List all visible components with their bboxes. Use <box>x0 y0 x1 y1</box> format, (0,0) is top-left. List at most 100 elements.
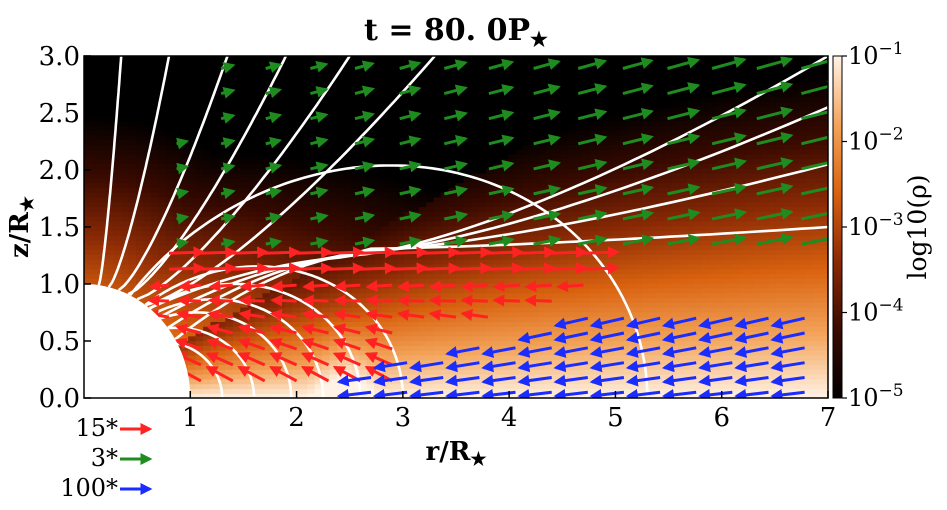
density-cell <box>478 201 487 208</box>
density-cell <box>336 62 345 69</box>
density-cell <box>150 182 159 188</box>
density-cell <box>448 72 457 78</box>
density-cell <box>351 105 360 112</box>
density-cell <box>418 72 427 78</box>
density-cell <box>165 316 174 322</box>
density-cell <box>113 120 122 126</box>
density-cell <box>597 297 606 303</box>
density-cell <box>84 235 93 241</box>
density-cell <box>143 105 152 112</box>
density-cell <box>463 177 472 184</box>
density-cell <box>128 56 137 59</box>
density-cell <box>381 383 390 390</box>
density-cell <box>98 110 107 117</box>
density-cell <box>217 335 226 342</box>
density-cell <box>359 196 368 203</box>
density-cell <box>121 58 130 64</box>
density-cell <box>91 115 100 121</box>
density-cell <box>255 101 264 107</box>
density-cell <box>165 268 174 275</box>
density-cell <box>493 335 502 342</box>
density-cell <box>567 354 576 361</box>
density-cell <box>98 91 107 97</box>
density-cell <box>478 287 487 294</box>
density-cell <box>98 125 107 131</box>
density-cell <box>232 374 241 380</box>
density-cell <box>307 196 316 203</box>
density-cell <box>396 287 405 294</box>
density-cell <box>589 58 598 64</box>
density-cell <box>143 149 152 155</box>
density-cell <box>537 364 546 370</box>
density-cell <box>530 120 539 126</box>
density-cell <box>292 72 301 78</box>
density-cell <box>262 388 271 394</box>
density-cell <box>121 56 130 59</box>
density-cell <box>567 340 576 346</box>
density-cell <box>374 172 383 179</box>
density-cell <box>500 268 509 275</box>
density-cell <box>545 182 554 188</box>
density-cell <box>336 182 345 188</box>
density-cell <box>329 388 338 394</box>
density-cell <box>441 340 450 346</box>
density-cell <box>418 311 427 318</box>
density-cell <box>121 144 130 150</box>
density-cell <box>307 149 316 155</box>
density-cell <box>255 311 264 318</box>
density-cell <box>314 268 323 275</box>
density-cell <box>545 177 554 184</box>
density-cell <box>292 278 301 284</box>
density-cell <box>195 311 204 318</box>
density-cell <box>448 91 457 97</box>
density-cell <box>121 259 130 265</box>
density-cell <box>91 149 100 155</box>
density-cell <box>307 67 316 74</box>
density-cell <box>478 383 487 390</box>
density-cell <box>284 182 293 188</box>
density-cell <box>351 149 360 155</box>
density-cell <box>292 273 301 279</box>
density-cell <box>225 311 234 318</box>
density-cell <box>210 144 219 150</box>
density-cell <box>448 374 457 380</box>
density-cell <box>232 81 241 88</box>
density-cell <box>113 139 122 145</box>
density-cell <box>411 72 420 78</box>
density-cell <box>493 211 502 217</box>
density-cell <box>195 340 204 346</box>
density-cell <box>530 330 539 337</box>
density-cell <box>292 62 301 69</box>
density-cell <box>448 144 457 150</box>
density-cell <box>418 96 427 102</box>
density-cell <box>366 172 375 179</box>
density-cell <box>515 340 524 346</box>
density-cell <box>113 259 122 265</box>
density-cell <box>210 125 219 131</box>
density-cell <box>508 330 517 337</box>
density-cell <box>575 311 584 318</box>
density-cell <box>530 58 539 64</box>
density-cell <box>195 287 204 294</box>
density-cell <box>158 62 167 69</box>
density-cell <box>463 330 472 337</box>
density-cell <box>508 321 517 327</box>
density-cell <box>322 378 331 385</box>
density-cell <box>508 225 517 232</box>
density-cell <box>448 120 457 126</box>
density-cell <box>567 268 576 275</box>
density-cell <box>500 292 509 299</box>
density-cell <box>225 105 234 112</box>
density-cell <box>463 67 472 74</box>
density-cell <box>158 129 167 136</box>
density-cell <box>136 263 145 270</box>
density-cell <box>552 244 561 251</box>
density-cell <box>217 110 226 117</box>
density-cell <box>403 144 412 150</box>
density-cell <box>470 388 479 394</box>
density-cell <box>552 302 561 308</box>
density-cell <box>463 81 472 88</box>
density-cell <box>270 359 279 366</box>
density-cell <box>567 350 576 356</box>
density-cell <box>411 177 420 184</box>
